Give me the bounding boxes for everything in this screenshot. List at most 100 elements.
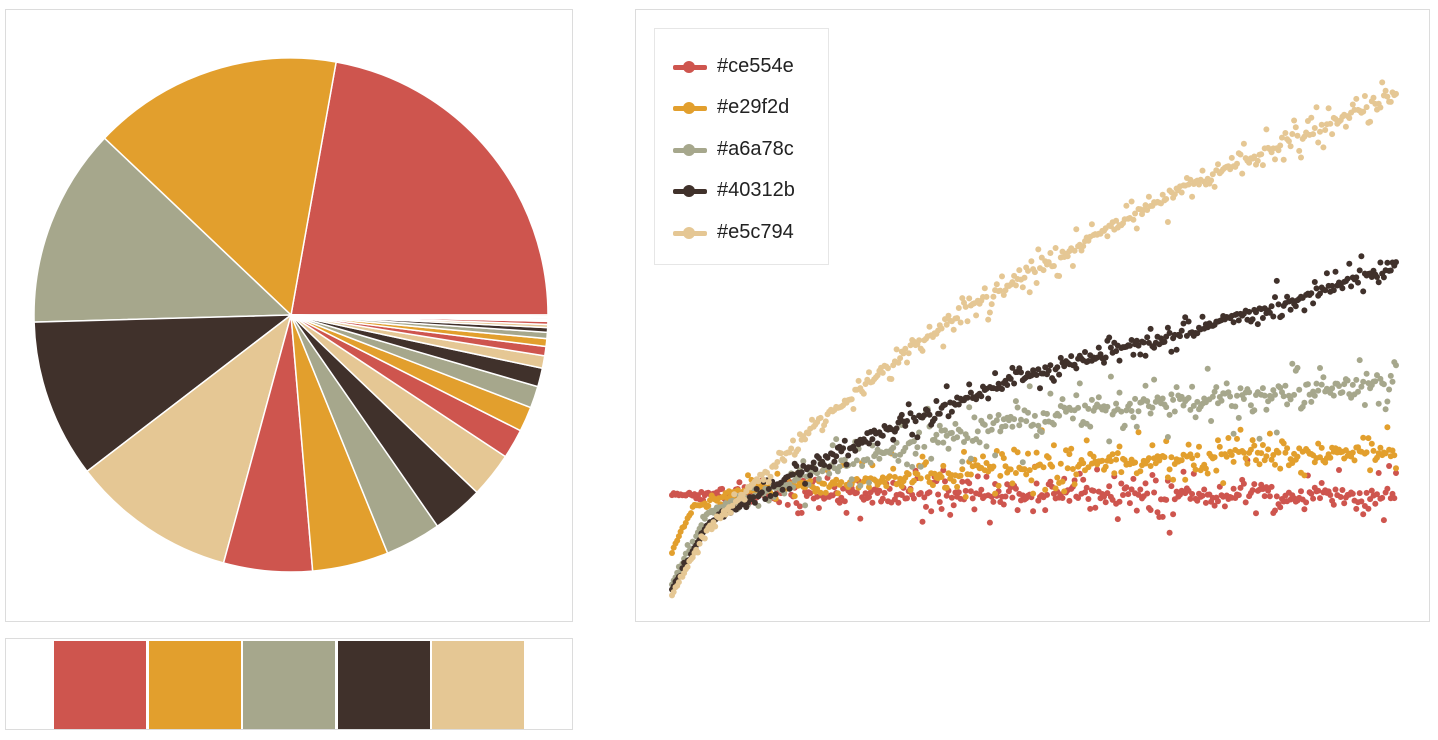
scatter-point [1211, 502, 1218, 509]
scatter-point [1284, 445, 1291, 452]
scatter-point [1253, 510, 1259, 517]
scatter-point [1301, 399, 1308, 406]
scatter-point [926, 323, 933, 330]
scatter-point [767, 493, 774, 499]
scatter-point [1047, 390, 1054, 397]
scatter-point [961, 439, 967, 445]
scatter-point [1132, 395, 1139, 402]
scatter-point [1275, 147, 1282, 154]
scatter-point [1301, 307, 1308, 314]
scatter-point [1123, 202, 1130, 209]
scatter-point [1044, 410, 1050, 417]
scatter-point [781, 457, 788, 464]
scatter-point [992, 370, 999, 377]
scatter-point [1285, 138, 1292, 145]
scatter-point [1149, 442, 1156, 449]
scatter-point [1291, 117, 1298, 124]
scatter-point [1004, 382, 1011, 388]
scatter-point [1289, 131, 1296, 137]
scatter-point [1370, 94, 1377, 101]
scatter-point [1237, 151, 1244, 158]
scatter-point [1287, 306, 1294, 313]
scatter-point [834, 468, 841, 475]
scatter-point [1073, 471, 1080, 478]
scatter-point [1149, 472, 1156, 478]
scatter-point [1071, 481, 1078, 488]
pie-chart-panel [5, 9, 573, 622]
legend-item: #a6a78c [655, 135, 828, 165]
scatter-point [1353, 95, 1360, 102]
scatter-point [1246, 308, 1253, 315]
scatter-point [1382, 406, 1389, 413]
scatter-point [1159, 395, 1166, 402]
scatter-point [833, 476, 840, 483]
scatter-point [945, 312, 952, 319]
scatter-point [1090, 453, 1097, 460]
scatter-point [1215, 161, 1221, 168]
scatter-point [1042, 507, 1049, 514]
palette-swatches [5, 638, 573, 730]
scatter-point [1130, 475, 1137, 482]
scatter-point [921, 443, 928, 450]
scatter-point [1014, 404, 1021, 411]
scatter-point [1151, 489, 1158, 496]
scatter-point [1325, 105, 1332, 112]
scatter-point [1384, 485, 1391, 492]
scatter-point [1327, 120, 1334, 127]
scatter-point [1025, 267, 1031, 274]
scatter-point [1128, 408, 1135, 414]
scatter-point [954, 434, 961, 441]
scatter-point [907, 487, 914, 494]
scatter-point [1237, 426, 1244, 433]
scatter-point [1033, 480, 1040, 487]
scatter-point [916, 337, 923, 344]
scatter-point [1363, 489, 1370, 496]
scatter-point [819, 427, 826, 434]
scatter-point [1268, 395, 1275, 402]
scatter-point [786, 485, 793, 492]
scatter-point [983, 293, 990, 300]
scatter-point [961, 448, 967, 455]
scatter-point [981, 285, 988, 292]
scatter-point [1320, 144, 1327, 151]
scatter-point [696, 540, 703, 547]
scatter-point [1135, 429, 1142, 436]
scatter-point [1377, 259, 1384, 266]
scatter-point [980, 453, 986, 460]
scatter-point [1273, 277, 1280, 284]
scatter-point [891, 474, 898, 480]
scatter-point [1275, 301, 1282, 308]
scatter-series [669, 424, 1399, 556]
scatter-point [1033, 280, 1040, 286]
scatter-point [1247, 446, 1254, 453]
scatter-point [914, 471, 921, 478]
scatter-point [1059, 478, 1066, 485]
scatter-point [1194, 452, 1201, 459]
scatter-point [1355, 279, 1361, 286]
scatter-point [900, 350, 907, 357]
scatter-point [957, 319, 964, 326]
scatter-point [1330, 392, 1337, 399]
scatter-point [841, 437, 848, 444]
scatter-point [805, 430, 812, 437]
scatter-point [978, 486, 985, 493]
scatter-point [910, 477, 917, 484]
scatter-point [853, 457, 860, 464]
scatter-point [1082, 349, 1088, 355]
scatter-point [745, 472, 751, 479]
scatter-point [1107, 458, 1114, 465]
palette-swatch [54, 641, 146, 729]
scatter-point [985, 316, 992, 323]
scatter-point [1028, 258, 1035, 265]
scatter-point [1202, 465, 1209, 472]
scatter-point [928, 455, 935, 462]
scatter-point [1104, 233, 1111, 240]
scatter-point [1038, 429, 1045, 435]
scatter-point [815, 475, 822, 482]
scatter-point [1080, 243, 1087, 250]
scatter-point [1247, 402, 1254, 409]
scatter-point [1215, 437, 1221, 444]
scatter-point [817, 414, 824, 421]
scatter-point [1280, 393, 1287, 400]
scatter-point [1393, 362, 1399, 369]
